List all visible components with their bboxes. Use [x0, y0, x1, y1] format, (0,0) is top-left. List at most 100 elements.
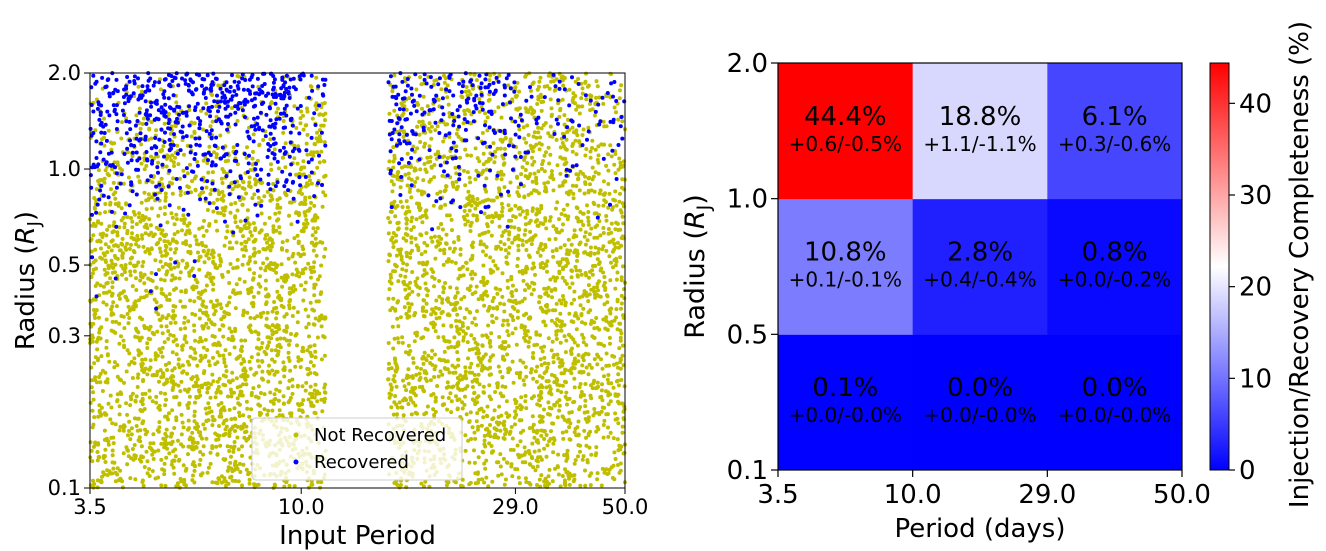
point-not-recovered	[266, 343, 270, 348]
point-not-recovered	[415, 100, 419, 105]
point-not-recovered	[483, 466, 488, 471]
point-not-recovered	[388, 382, 393, 387]
point-not-recovered	[284, 248, 289, 253]
point-not-recovered	[307, 334, 311, 339]
point-not-recovered	[555, 163, 560, 168]
point-not-recovered	[155, 369, 160, 374]
point-not-recovered	[563, 379, 567, 384]
point-not-recovered	[261, 138, 266, 142]
point-not-recovered	[554, 337, 559, 341]
point-not-recovered	[108, 140, 113, 145]
point-not-recovered	[208, 395, 213, 400]
point-not-recovered	[539, 206, 544, 211]
point-not-recovered	[304, 218, 309, 222]
point-not-recovered	[618, 255, 623, 260]
point-not-recovered	[207, 405, 212, 410]
point-not-recovered	[202, 426, 207, 431]
point-not-recovered	[117, 296, 122, 301]
point-not-recovered	[593, 453, 598, 458]
point-not-recovered	[596, 411, 601, 415]
point-not-recovered	[265, 310, 270, 315]
point-not-recovered	[119, 241, 124, 246]
point-not-recovered	[198, 457, 203, 462]
point-not-recovered	[200, 302, 205, 307]
point-not-recovered	[436, 374, 441, 379]
point-not-recovered	[520, 243, 525, 247]
point-not-recovered	[107, 289, 112, 294]
point-not-recovered	[232, 345, 237, 350]
point-not-recovered	[619, 278, 624, 283]
point-not-recovered	[386, 377, 391, 382]
point-not-recovered	[422, 389, 426, 394]
point-not-recovered	[573, 264, 578, 269]
point-not-recovered	[595, 352, 600, 357]
point-not-recovered	[587, 362, 592, 367]
point-not-recovered	[271, 182, 276, 186]
point-not-recovered	[246, 325, 251, 330]
point-not-recovered	[287, 358, 292, 363]
point-not-recovered	[275, 337, 280, 342]
point-not-recovered	[124, 445, 129, 450]
point-not-recovered	[394, 233, 399, 238]
point-not-recovered	[247, 267, 252, 272]
point-not-recovered	[102, 116, 106, 121]
point-not-recovered	[251, 221, 256, 226]
point-not-recovered	[395, 300, 400, 305]
point-not-recovered	[115, 466, 120, 471]
point-not-recovered	[149, 120, 154, 125]
point-not-recovered	[526, 340, 531, 344]
point-not-recovered	[389, 238, 394, 242]
point-not-recovered	[561, 222, 565, 227]
point-not-recovered	[592, 407, 597, 411]
point-not-recovered	[521, 125, 526, 130]
point-not-recovered	[465, 340, 470, 345]
point-not-recovered	[539, 241, 544, 246]
point-not-recovered	[135, 375, 140, 380]
point-not-recovered	[166, 313, 171, 318]
point-not-recovered	[181, 213, 186, 218]
point-not-recovered	[606, 227, 611, 231]
point-not-recovered	[263, 278, 268, 283]
point-not-recovered	[563, 213, 568, 218]
point-not-recovered	[470, 194, 475, 199]
point-not-recovered	[281, 155, 285, 160]
point-not-recovered	[553, 278, 558, 283]
point-not-recovered	[315, 215, 320, 220]
point-not-recovered	[581, 306, 586, 311]
point-not-recovered	[557, 383, 562, 388]
point-not-recovered	[444, 259, 449, 264]
point-not-recovered	[583, 468, 587, 473]
point-not-recovered	[472, 336, 477, 341]
point-not-recovered	[397, 400, 402, 405]
point-not-recovered	[120, 272, 124, 277]
point-not-recovered	[425, 104, 430, 109]
point-not-recovered	[184, 483, 188, 488]
point-not-recovered	[146, 336, 151, 341]
point-not-recovered	[612, 241, 617, 246]
point-not-recovered	[320, 204, 325, 209]
point-not-recovered	[165, 380, 170, 384]
point-not-recovered	[565, 202, 570, 207]
point-not-recovered	[240, 483, 244, 488]
point-not-recovered	[181, 241, 186, 246]
point-not-recovered	[270, 368, 275, 373]
point-not-recovered	[267, 215, 272, 220]
point-not-recovered	[230, 246, 235, 251]
point-not-recovered	[586, 190, 591, 195]
point-not-recovered	[303, 225, 308, 230]
point-not-recovered	[260, 369, 265, 374]
point-not-recovered	[154, 400, 159, 405]
point-not-recovered	[522, 335, 526, 340]
point-not-recovered	[424, 379, 429, 383]
point-not-recovered	[159, 231, 164, 236]
point-not-recovered	[278, 345, 283, 350]
point-not-recovered	[132, 269, 137, 274]
point-not-recovered	[167, 451, 172, 456]
point-not-recovered	[476, 424, 481, 429]
point-not-recovered	[395, 336, 400, 341]
point-not-recovered	[456, 237, 461, 242]
point-not-recovered	[464, 412, 469, 417]
point-not-recovered	[177, 276, 182, 281]
point-not-recovered	[543, 242, 548, 247]
point-not-recovered	[93, 316, 97, 320]
